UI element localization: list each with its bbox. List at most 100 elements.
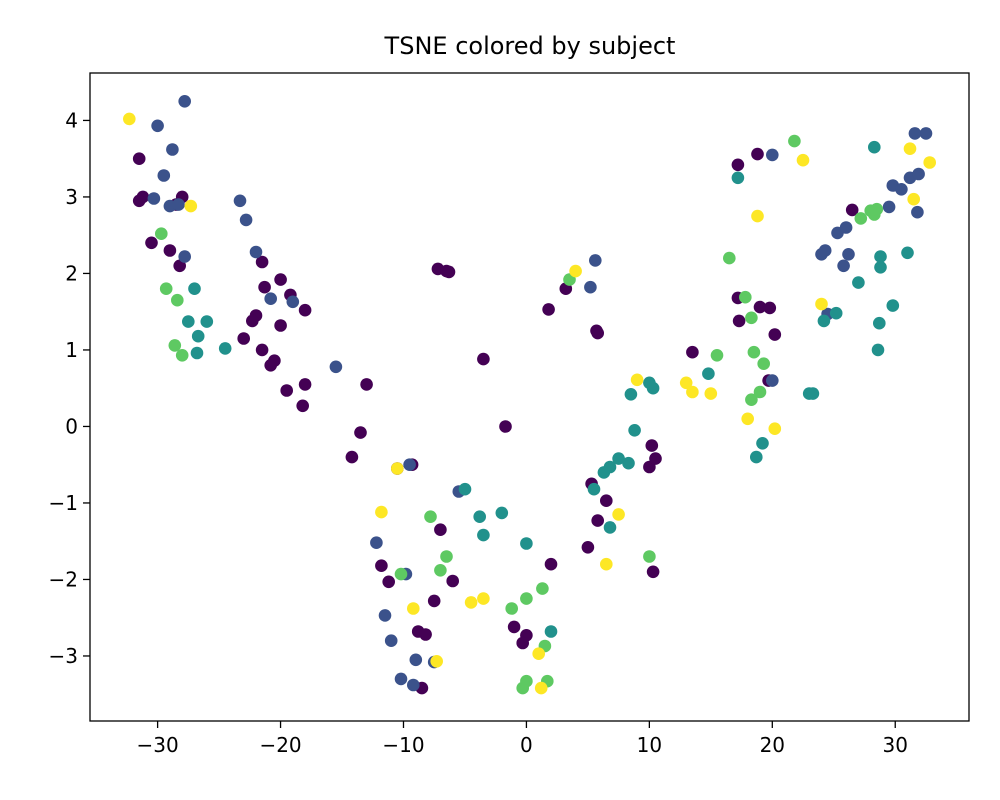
scatter-point bbox=[151, 119, 164, 133]
scatter-point bbox=[168, 339, 182, 352]
scatter-point bbox=[600, 557, 613, 571]
scatter-point bbox=[434, 564, 447, 577]
scatter-point bbox=[145, 236, 158, 250]
scatter-point bbox=[686, 385, 699, 399]
scatter-point bbox=[516, 636, 529, 650]
scatter-point bbox=[458, 482, 472, 496]
scatter-point bbox=[702, 367, 715, 381]
scatter-point bbox=[434, 523, 447, 536]
scatter-point bbox=[171, 293, 184, 307]
scatter-point bbox=[274, 273, 287, 286]
scatter-point bbox=[612, 508, 625, 521]
x-tick-label: 20 bbox=[760, 733, 785, 757]
x-tick-label: 30 bbox=[883, 733, 908, 757]
scatter-point bbox=[258, 280, 271, 294]
scatter-point bbox=[542, 303, 555, 316]
scatter-point bbox=[155, 227, 168, 240]
scatter-point bbox=[766, 148, 779, 162]
scatter-point bbox=[753, 385, 767, 399]
scatter-point bbox=[600, 494, 613, 508]
y-tick-label: −2 bbox=[49, 567, 78, 591]
scatter-point bbox=[520, 537, 533, 550]
y-tick-label: 0 bbox=[65, 414, 78, 438]
scatter-point bbox=[184, 199, 198, 213]
scatter-point bbox=[544, 625, 558, 638]
scatter-point bbox=[391, 462, 404, 475]
y-tick-label: 4 bbox=[65, 108, 78, 132]
x-tick-label: −10 bbox=[382, 733, 424, 757]
scatter-point bbox=[581, 541, 595, 554]
scatter-point bbox=[908, 127, 922, 140]
scatter-point bbox=[745, 393, 758, 407]
scatter-point bbox=[842, 248, 855, 261]
scatter-point bbox=[375, 505, 388, 519]
scatter-point bbox=[817, 314, 831, 328]
scatter-point bbox=[829, 306, 843, 320]
scatter-point bbox=[731, 171, 745, 185]
scatter-point bbox=[731, 158, 745, 172]
y-tick-label: −3 bbox=[49, 644, 78, 668]
scatter-point bbox=[132, 152, 146, 165]
plot-frame bbox=[89, 72, 970, 722]
scatter-point bbox=[923, 156, 936, 169]
scatter-point bbox=[440, 550, 453, 563]
scatter-point bbox=[796, 153, 810, 167]
scatter-point bbox=[845, 203, 859, 217]
scatter-point bbox=[370, 536, 383, 549]
x-tick-label: 0 bbox=[520, 733, 533, 757]
scatter-point bbox=[643, 550, 656, 563]
scatter-point bbox=[188, 282, 201, 296]
scatter-point bbox=[871, 343, 885, 357]
scatter-point bbox=[591, 514, 604, 527]
scatter-point bbox=[739, 290, 752, 304]
scatter-point bbox=[907, 192, 920, 206]
scatter-point bbox=[912, 167, 925, 181]
scatter-point bbox=[587, 482, 601, 496]
scatter-point bbox=[649, 452, 662, 465]
scatter-point bbox=[520, 592, 533, 605]
scatter-point bbox=[679, 376, 693, 390]
scatter-point bbox=[298, 303, 312, 317]
scatter-point bbox=[852, 276, 865, 289]
scatter-point bbox=[464, 596, 478, 609]
scatter-point bbox=[345, 450, 359, 464]
scatter-point bbox=[424, 510, 437, 523]
scatter-point bbox=[756, 437, 769, 450]
scatter-point bbox=[741, 412, 754, 426]
scatter-point bbox=[536, 582, 549, 595]
scatter-point bbox=[200, 315, 214, 328]
scatter-point bbox=[505, 602, 518, 615]
scatter-point bbox=[874, 261, 887, 274]
scatter-point bbox=[157, 169, 171, 182]
scatter-point bbox=[394, 672, 408, 686]
scatter-point bbox=[507, 620, 521, 634]
scatter-point bbox=[757, 357, 770, 371]
scatter-point bbox=[788, 134, 801, 148]
scatter-point bbox=[854, 212, 868, 225]
scatter-point bbox=[882, 200, 896, 214]
scatter-point bbox=[403, 458, 416, 472]
scatter-point bbox=[919, 127, 933, 140]
scatter-point bbox=[166, 143, 179, 156]
scatter-point bbox=[569, 264, 582, 278]
scatter-point bbox=[732, 314, 746, 328]
y-tick-label: 2 bbox=[65, 261, 78, 285]
scatter-point bbox=[329, 360, 343, 374]
scatter-point bbox=[190, 346, 204, 360]
scatter-point bbox=[839, 221, 853, 234]
scatter-point bbox=[473, 510, 487, 523]
scatter-point bbox=[382, 575, 396, 589]
scatter-point bbox=[873, 316, 886, 330]
scatter-point bbox=[249, 245, 263, 259]
scatter-point bbox=[182, 315, 195, 328]
scatter-point bbox=[255, 343, 269, 357]
scatter-point bbox=[163, 244, 177, 257]
scatter-point bbox=[354, 426, 367, 439]
scatter-point bbox=[407, 678, 420, 692]
scatter-point bbox=[622, 456, 635, 470]
scatter-point bbox=[178, 250, 191, 263]
scatter-point bbox=[409, 653, 423, 667]
scatter-point bbox=[628, 424, 641, 437]
